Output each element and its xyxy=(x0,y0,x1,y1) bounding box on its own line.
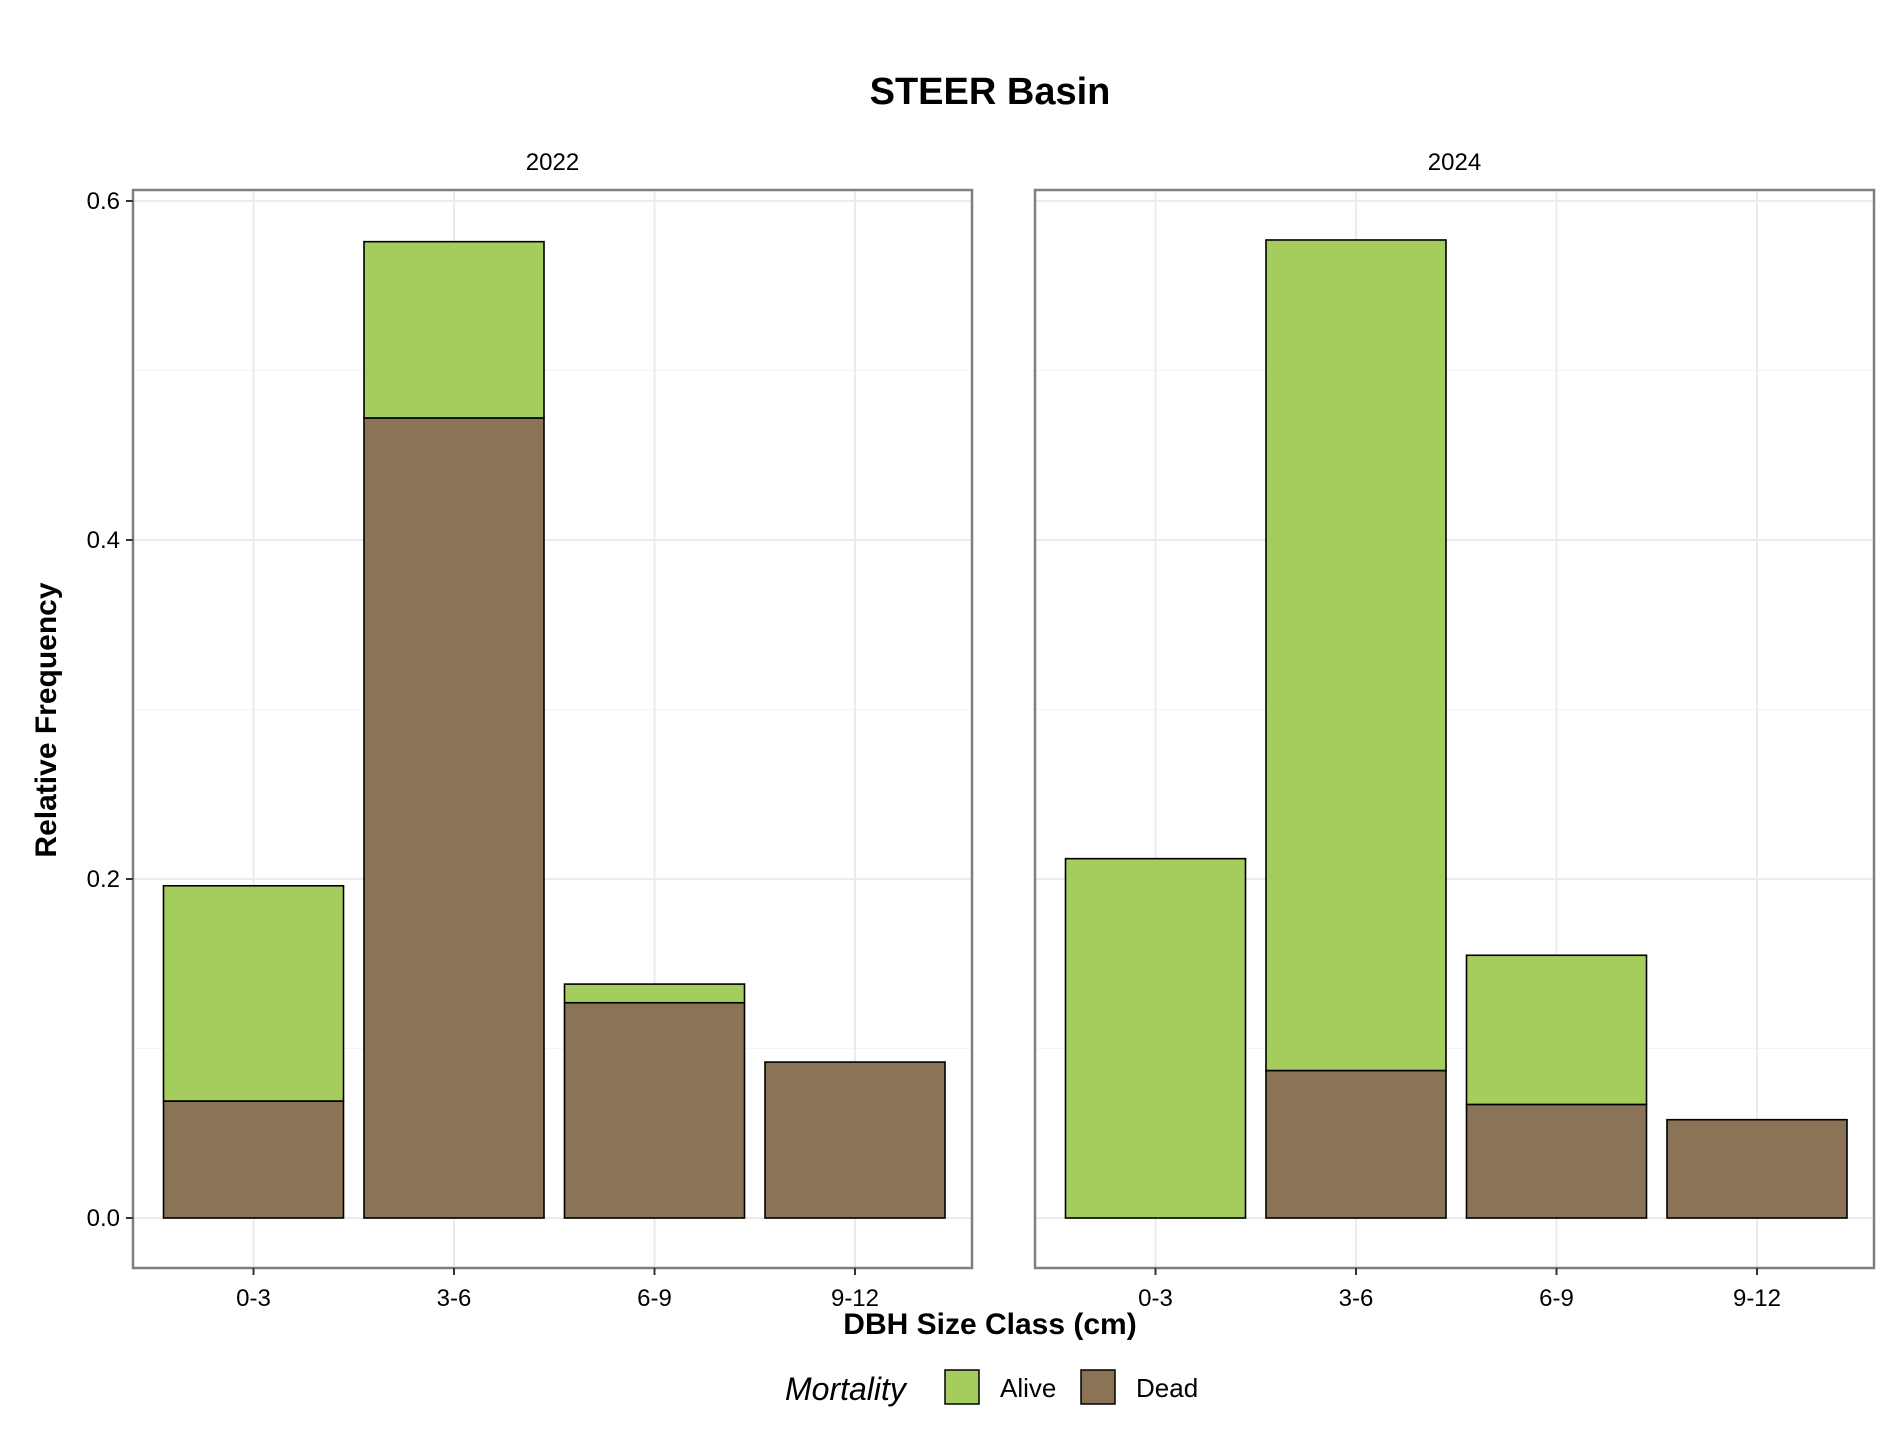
x-tick-label-9-12: 9-12 xyxy=(831,1285,879,1312)
bar-2022-3-6-dead xyxy=(363,417,545,1219)
bar-2024-0-3-alive xyxy=(1064,857,1247,1219)
y-tick-label: 0.4 xyxy=(87,527,120,554)
x-tick-label-6-9: 6-9 xyxy=(637,1285,672,1312)
panel-2024: 2024 0-3 3-6 6-9 9-12 xyxy=(1033,149,1876,1312)
x-tick-label-9-12: 9-12 xyxy=(1733,1285,1781,1312)
panel-2022: 2022 0.0 0.2 0.4 0.6 0-3 3-6 6-9 9-12 xyxy=(87,149,974,1312)
facet-label-2022: 2022 xyxy=(526,149,579,176)
bar-2022-0-3-alive xyxy=(162,884,345,1102)
x-tick-label-3-6: 3-6 xyxy=(1339,1285,1374,1312)
bar-2024-6-9-dead xyxy=(1465,1103,1648,1219)
chart-title: STEER Basin xyxy=(870,71,1111,113)
legend-title: Mortality xyxy=(785,1371,908,1407)
y-tick-label: 0.2 xyxy=(87,866,120,893)
legend-label-alive: Alive xyxy=(1000,1373,1056,1403)
bar-2024-3-6-dead xyxy=(1265,1069,1447,1219)
bar-2024-6-9-alive xyxy=(1465,954,1648,1106)
y-axis-title: Relative Frequency xyxy=(30,582,63,857)
facet-panels: 2022 0.0 0.2 0.4 0.6 0-3 3-6 6-9 9-12 2024 0-3 3-6 6… xyxy=(87,149,1876,1312)
legend-label-dead: Dead xyxy=(1136,1373,1198,1403)
x-axis-title: DBH Size Class (cm) xyxy=(843,1308,1136,1341)
legend-swatch-alive xyxy=(944,1369,980,1405)
bar-2024-3-6-alive xyxy=(1265,239,1447,1072)
x-tick-label-0-3: 0-3 xyxy=(236,1285,271,1312)
x-tick-label-3-6: 3-6 xyxy=(437,1285,472,1312)
legend: Mortality Alive Dead xyxy=(785,1369,1198,1407)
bar-2022-0-3-dead xyxy=(162,1100,345,1219)
y-tick-label: 0.0 xyxy=(87,1205,120,1232)
bar-2022-6-9-alive xyxy=(563,983,746,1004)
x-tick-label-6-9: 6-9 xyxy=(1539,1285,1574,1312)
facet-label-2024: 2024 xyxy=(1428,149,1481,176)
legend-swatch-dead xyxy=(1080,1369,1116,1405)
bar-2022-6-9-dead xyxy=(563,1001,746,1219)
panel-border xyxy=(131,188,974,1270)
bar-2022-3-6-alive xyxy=(363,240,545,419)
panel-border xyxy=(1033,188,1876,1270)
x-tick-label-0-3: 0-3 xyxy=(1138,1285,1173,1312)
y-tick-label: 0.6 xyxy=(87,188,120,215)
bar-2024-9-12-dead xyxy=(1666,1118,1848,1219)
bar-2022-9-12-dead xyxy=(764,1061,946,1219)
